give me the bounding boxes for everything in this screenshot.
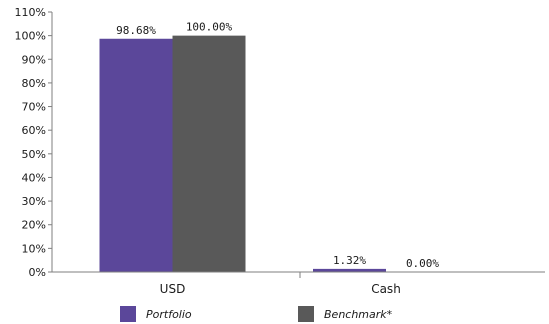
y-tick-label: 30% — [22, 195, 46, 208]
bars-layer — [99, 35, 386, 272]
legend-label: Portfolio — [146, 308, 192, 321]
y-tick-label: 40% — [22, 171, 46, 184]
legend: Portfolio Benchmark* — [120, 306, 393, 322]
y-tick-label: 60% — [22, 124, 46, 137]
y-tick-label: 90% — [22, 53, 46, 66]
y-tick-label: 80% — [22, 77, 46, 90]
legend-swatch — [298, 306, 314, 322]
y-tick-label: 70% — [22, 101, 46, 114]
y-tick-label: 50% — [22, 148, 46, 161]
bar-portfolio-usd — [99, 38, 173, 272]
data-label: 1.32% — [333, 254, 366, 267]
y-tick-label: 110% — [15, 6, 46, 19]
bar-portfolio-cash — [313, 268, 386, 272]
legend-swatch — [120, 306, 136, 322]
y-axis-ticks: 0% 10% 20% 30% 40% 50% 60% 70% 80% 90% 100% 110% — [15, 6, 52, 279]
bar-benchmark-usd — [172, 35, 246, 272]
y-tick-label: 0% — [29, 266, 46, 279]
legend-label: Benchmark* — [324, 308, 393, 321]
data-label: 100.00% — [186, 21, 233, 34]
x-axis-categories: USD Cash — [160, 272, 401, 296]
y-tick-label: 10% — [22, 242, 46, 255]
y-tick-label: 20% — [22, 219, 46, 232]
y-tick-label: 100% — [15, 30, 46, 43]
data-labels-layer: 98.68% 100.00% 1.32% 0.00% — [116, 21, 439, 270]
x-category-label: USD — [160, 282, 186, 296]
data-label: 98.68% — [116, 24, 156, 37]
data-label: 0.00% — [406, 257, 439, 270]
x-category-label: Cash — [371, 282, 401, 296]
